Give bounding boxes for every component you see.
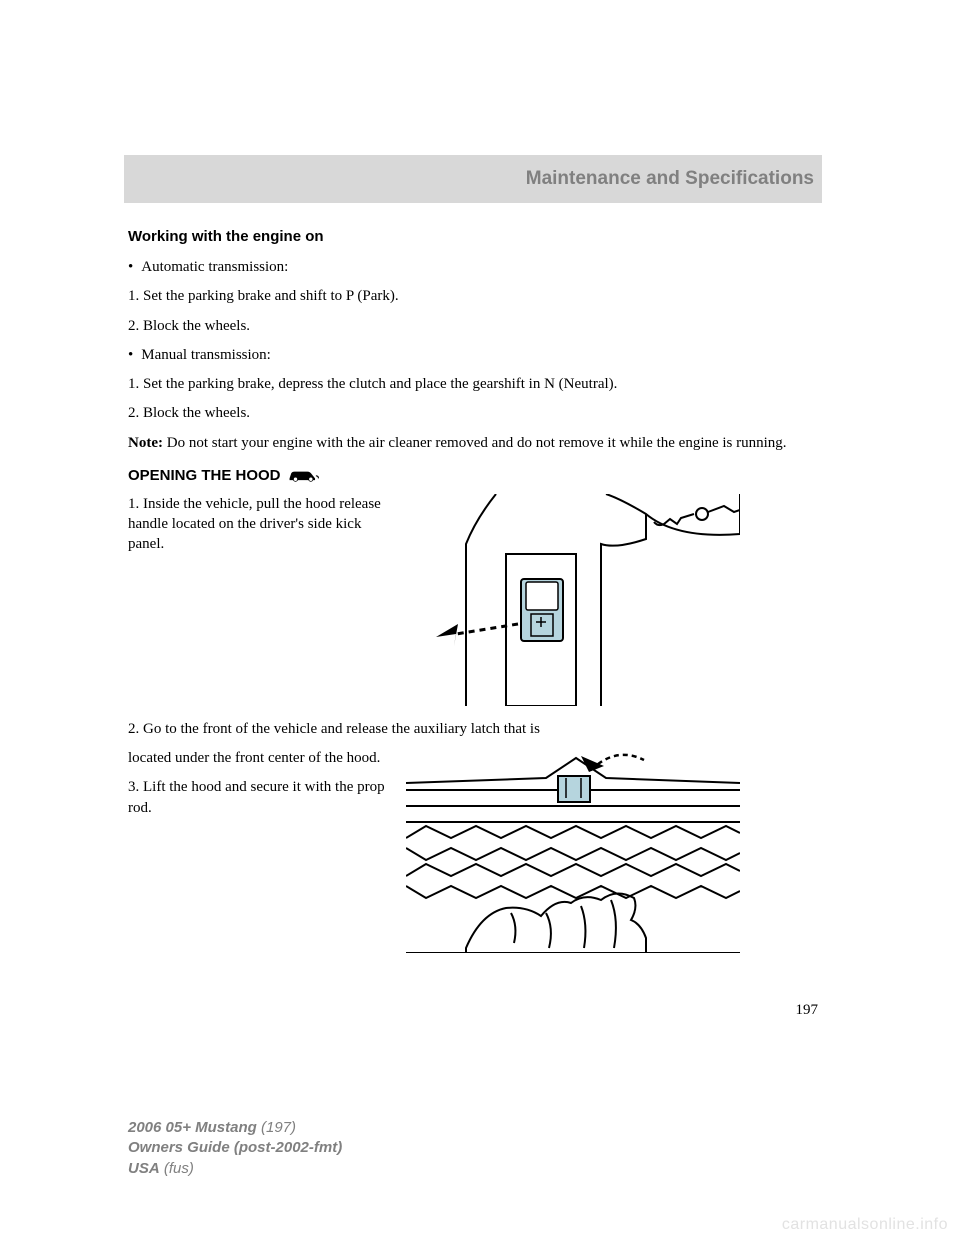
section-heading-hood: OPENING THE HOOD	[128, 467, 281, 484]
watermark: carmanualsonline.info	[782, 1216, 948, 1234]
hood-step3: 3. Lift the hood and secure it with the …	[128, 777, 392, 818]
footer-line2: Owners Guide (post-2002-fmt)	[128, 1138, 342, 1158]
footer-model: 2006 05+ Mustang	[128, 1119, 257, 1136]
manual-step2: 2. Block the wheels.	[128, 403, 820, 423]
page-number: 197	[796, 1002, 819, 1019]
bullet-icon: •	[128, 257, 133, 277]
note-text: Do not start your engine with the air cl…	[163, 435, 787, 451]
note-label: Note:	[128, 435, 163, 451]
auto-step2: 2. Block the wheels.	[128, 316, 820, 336]
footer-line1: 2006 05+ Mustang (197)	[128, 1118, 342, 1138]
bullet-auto: • Automatic transmission:	[128, 257, 820, 277]
manual-step1: 1. Set the parking brake, depress the cl…	[128, 374, 820, 394]
hood-step2-row: located under the front center of the ho…	[128, 748, 820, 958]
footer: 2006 05+ Mustang (197) Owners Guide (pos…	[128, 1118, 342, 1179]
bullet-icon: •	[128, 345, 133, 365]
diagram-aux-latch	[406, 748, 740, 958]
subheading-working: Working with the engine on	[128, 228, 820, 245]
auto-step1: 1. Set the parking brake and shift to P …	[128, 286, 820, 306]
footer-line3: USA (fus)	[128, 1159, 342, 1179]
page-content: Working with the engine on • Automatic t…	[128, 228, 820, 958]
car-icon	[287, 467, 321, 483]
bullet-manual-text: Manual transmission:	[141, 345, 271, 365]
footer-region: USA	[128, 1160, 160, 1177]
header-title: Maintenance and Specifications	[526, 168, 814, 190]
header-bar: Maintenance and Specifications	[124, 155, 822, 203]
section-heading-hood-row: OPENING THE HOOD	[128, 467, 820, 484]
footer-page-paren: (197)	[261, 1119, 296, 1136]
footer-region-paren: (fus)	[164, 1160, 194, 1177]
bullet-auto-text: Automatic transmission:	[141, 257, 288, 277]
diagram-hood-release	[406, 494, 740, 711]
note-para: Note: Do not start your engine with the …	[128, 433, 820, 453]
bullet-manual: • Manual transmission:	[128, 345, 820, 365]
hood-step1-row: 1. Inside the vehicle, pull the hood rel…	[128, 494, 820, 711]
hood-step1: 1. Inside the vehicle, pull the hood rel…	[128, 494, 392, 555]
hood-step2-line2: located under the front center of the ho…	[128, 748, 392, 768]
hood-step2-line1: 2. Go to the front of the vehicle and re…	[128, 719, 820, 739]
